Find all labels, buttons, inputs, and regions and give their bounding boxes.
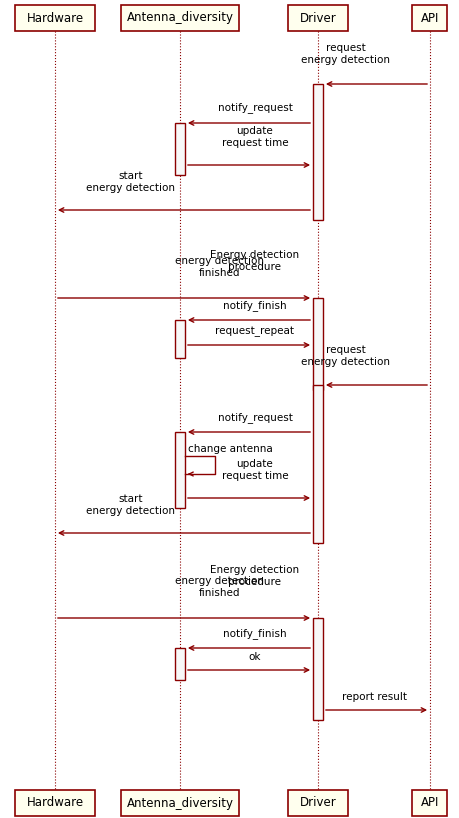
Text: notify_request: notify_request <box>217 102 292 113</box>
Text: energy detection
finished: energy detection finished <box>174 577 263 598</box>
Text: Driver: Driver <box>299 797 336 810</box>
Text: Energy detection
procedure: Energy detection procedure <box>210 565 299 587</box>
Bar <box>174 432 185 508</box>
Text: Antenna_diversity: Antenna_diversity <box>126 11 233 25</box>
Bar <box>174 123 185 175</box>
Text: Driver: Driver <box>299 11 336 25</box>
Bar <box>312 298 322 390</box>
Bar <box>312 618 322 720</box>
Bar <box>412 5 447 31</box>
Text: Hardware: Hardware <box>26 11 84 25</box>
Text: start
energy detection: start energy detection <box>86 172 174 193</box>
Text: notify_request: notify_request <box>217 412 292 423</box>
Text: change antenna: change antenna <box>188 444 272 454</box>
Bar <box>312 84 322 220</box>
Text: notify_finish: notify_finish <box>223 628 286 639</box>
Text: energy detection
finished: energy detection finished <box>174 256 263 278</box>
Text: report result: report result <box>342 692 407 702</box>
Text: update
request time: update request time <box>221 127 288 148</box>
Text: API: API <box>420 11 438 25</box>
Bar <box>15 5 95 31</box>
Bar <box>121 5 239 31</box>
Bar <box>174 648 185 680</box>
Text: Antenna_diversity: Antenna_diversity <box>126 797 233 810</box>
Text: start
energy detection: start energy detection <box>86 494 174 516</box>
Text: notify_finish: notify_finish <box>223 300 286 311</box>
Text: request_repeat: request_repeat <box>215 326 294 337</box>
Bar <box>121 790 239 816</box>
Text: update
request time: update request time <box>221 460 288 481</box>
Bar <box>312 385 322 543</box>
Bar <box>412 790 447 816</box>
Text: Energy detection
procedure: Energy detection procedure <box>210 250 299 272</box>
Text: API: API <box>420 797 438 810</box>
Text: request
energy detection: request energy detection <box>300 43 389 65</box>
Text: Hardware: Hardware <box>26 797 84 810</box>
Bar <box>15 790 95 816</box>
Bar <box>287 790 347 816</box>
Bar <box>287 5 347 31</box>
Text: ok: ok <box>248 652 261 662</box>
Text: request
energy detection: request energy detection <box>300 345 389 367</box>
Bar <box>174 320 185 358</box>
